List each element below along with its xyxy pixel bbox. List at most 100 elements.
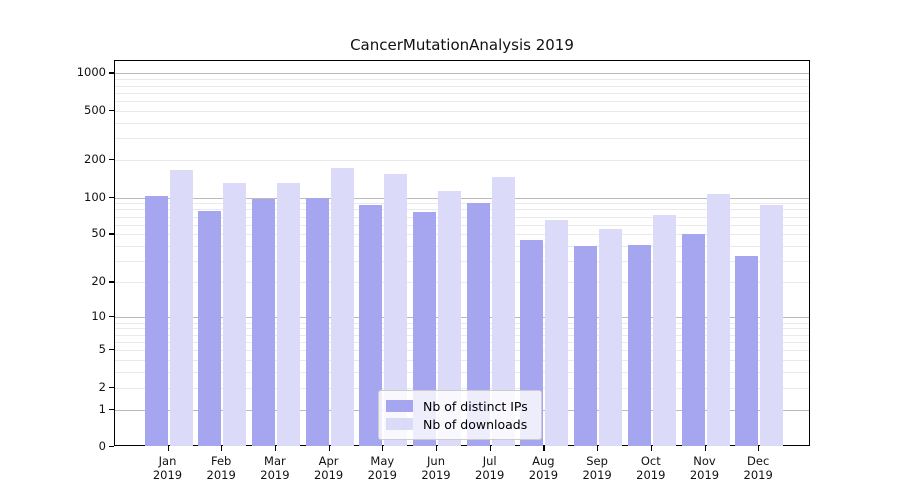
- gridline-minor: [115, 224, 809, 226]
- gridline-minor: [115, 328, 809, 330]
- x-tick-mark: [543, 446, 545, 451]
- x-tick-label-year: 2019: [582, 468, 612, 482]
- y-tick-label: 1000: [76, 65, 106, 80]
- y-tick-label: 2: [98, 379, 106, 394]
- x-tick-mark: [167, 446, 169, 451]
- x-tick-label-month: Jun: [427, 454, 445, 468]
- gridline-minor: [115, 101, 809, 102]
- bar-downloads-may: [384, 174, 408, 446]
- bar-downloads-oct: [652, 215, 676, 446]
- x-tick-label-month: Aug: [532, 454, 555, 468]
- gridline-major: [115, 317, 809, 319]
- x-tick-label-year: 2019: [475, 468, 505, 482]
- gridline-minor: [115, 216, 809, 218]
- gridline-minor: [115, 79, 809, 81]
- x-tick-mark: [489, 446, 491, 451]
- gridline-minor: [115, 110, 809, 112]
- y-tick-mark: [109, 316, 114, 318]
- y-tick-label: 5: [98, 342, 106, 357]
- x-tick-label-month: Sep: [586, 454, 608, 468]
- bar-ips-jan: [144, 195, 168, 446]
- x-tick-label-year: 2019: [528, 468, 559, 482]
- legend-swatch-downloads: [386, 418, 413, 430]
- x-tick-mark: [704, 446, 706, 451]
- x-tick-mark: [436, 446, 438, 451]
- bar-ips-jun: [413, 212, 436, 446]
- bar-ips-jul: [466, 203, 490, 446]
- legend-label-downloads: Nb of downloads: [423, 416, 528, 432]
- gridline-minor: [115, 334, 809, 336]
- gridline-minor: [115, 341, 809, 343]
- y-tick-mark: [109, 159, 114, 161]
- x-tick-label-year: 2019: [636, 468, 666, 482]
- y-tick-label: 500: [84, 102, 106, 117]
- legend-row-downloads: Nb of downloads: [386, 415, 533, 433]
- x-tick-label-year: 2019: [313, 468, 344, 482]
- y-tick-mark: [109, 349, 114, 351]
- y-tick-label: 0: [98, 439, 106, 453]
- x-tick-label-year: 2019: [367, 468, 397, 482]
- bar-downloads-dec: [760, 204, 784, 446]
- gridline-major: [115, 197, 809, 199]
- x-tick-label-year: 2019: [260, 468, 290, 482]
- bar-ips-feb: [198, 210, 222, 446]
- gridline-minor: [115, 360, 809, 361]
- x-tick-mark: [328, 446, 330, 451]
- legend-swatch-distinct-ips: [386, 400, 413, 412]
- x-tick-label-month: Jan: [158, 454, 177, 468]
- x-tick-label-month: Jul: [482, 454, 497, 468]
- gridline-minor: [115, 350, 809, 352]
- bar-downloads-apr: [330, 167, 354, 446]
- bar-downloads-mar: [276, 182, 300, 446]
- gridline-minor: [115, 234, 809, 236]
- gridline-minor: [115, 209, 809, 211]
- legend-row-distinct-ips: Nb of distinct IPs: [386, 397, 533, 415]
- gridline-minor: [115, 322, 809, 324]
- bar-ips-mar: [251, 199, 275, 446]
- bar-downloads-aug: [545, 219, 569, 446]
- gridline-minor: [115, 372, 809, 373]
- gridline-minor: [115, 138, 809, 140]
- x-tick-mark: [597, 446, 599, 451]
- gridline-minor: [115, 92, 809, 94]
- bar-downloads-jun: [438, 191, 461, 446]
- y-tick-label: 20: [91, 274, 106, 289]
- x-tick-label-month: Nov: [693, 454, 716, 468]
- x-tick-mark: [274, 446, 277, 451]
- gridline-minor: [115, 387, 809, 389]
- bar-ips-may: [359, 204, 383, 446]
- y-tick-label: 50: [91, 226, 106, 241]
- gridline-minor: [115, 261, 809, 263]
- y-tick-label: 10: [91, 309, 106, 324]
- gridline-minor: [115, 160, 809, 162]
- y-tick-mark: [109, 386, 114, 388]
- x-tick-mark: [382, 446, 384, 451]
- gridline-minor: [115, 85, 809, 87]
- bar-downloads-jan: [169, 169, 193, 446]
- x-tick-mark: [758, 446, 760, 451]
- y-tick-mark: [109, 408, 114, 410]
- gridline-major: [115, 73, 809, 75]
- bar-downloads-jul: [491, 176, 515, 446]
- bar-ips-oct: [627, 244, 651, 446]
- legend-label-distinct-ips: Nb of distinct IPs: [423, 398, 528, 414]
- x-tick-label-month: Dec: [747, 454, 770, 468]
- plot-area: [114, 60, 810, 446]
- x-tick-mark: [221, 446, 223, 451]
- gridline-minor: [115, 246, 809, 248]
- x-tick-label-month: Mar: [264, 454, 286, 468]
- chart-title: CancerMutationAnalysis 2019: [350, 36, 574, 54]
- x-tick-label-month: Feb: [211, 454, 232, 468]
- bar-ips-dec: [735, 256, 759, 446]
- gridline-minor: [115, 122, 809, 124]
- bar-downloads-nov: [706, 193, 730, 446]
- y-tick-mark: [109, 109, 114, 112]
- x-tick-label-month: Apr: [318, 454, 339, 468]
- y-tick-mark: [109, 233, 114, 235]
- bar-ips-apr: [305, 198, 329, 446]
- x-tick-label-month: May: [370, 454, 395, 468]
- gridline-minor: [115, 203, 809, 205]
- x-tick-label-year: 2019: [421, 468, 451, 482]
- y-tick-label: 1: [98, 401, 106, 416]
